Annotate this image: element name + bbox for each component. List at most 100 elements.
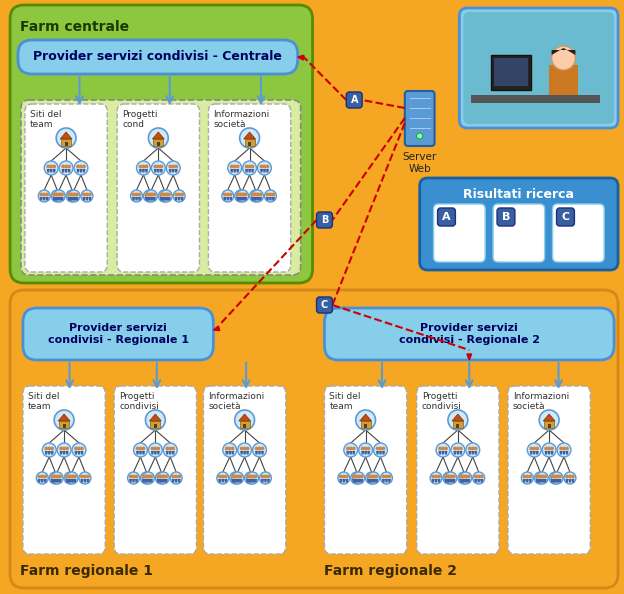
Polygon shape (241, 197, 244, 201)
Polygon shape (343, 479, 345, 482)
Text: Provider servizi
condivisi - Regionale 2: Provider servizi condivisi - Regionale 2 (399, 323, 540, 345)
Circle shape (448, 475, 450, 478)
Circle shape (263, 165, 266, 168)
Circle shape (165, 193, 167, 195)
Polygon shape (166, 197, 168, 201)
Circle shape (559, 475, 561, 478)
Polygon shape (45, 451, 48, 454)
Circle shape (539, 410, 559, 430)
Polygon shape (239, 479, 242, 482)
Circle shape (45, 447, 47, 450)
Polygon shape (136, 451, 139, 454)
Polygon shape (132, 479, 135, 482)
Polygon shape (456, 451, 459, 454)
Polygon shape (85, 197, 89, 201)
Circle shape (134, 443, 147, 457)
Circle shape (232, 472, 243, 484)
Text: C: C (562, 212, 570, 222)
Bar (243, 424, 246, 428)
Polygon shape (67, 479, 71, 482)
Circle shape (57, 443, 71, 457)
Circle shape (222, 475, 224, 478)
Text: Provider servizi condivisi - Centrale: Provider servizi condivisi - Centrale (34, 50, 282, 64)
Circle shape (549, 472, 561, 484)
FancyBboxPatch shape (417, 386, 499, 554)
Circle shape (269, 193, 271, 195)
Polygon shape (51, 479, 54, 482)
Polygon shape (373, 479, 376, 482)
Circle shape (233, 165, 236, 168)
Polygon shape (565, 479, 568, 482)
Polygon shape (253, 197, 256, 201)
Polygon shape (62, 169, 65, 172)
Circle shape (144, 475, 147, 478)
Text: A: A (442, 212, 451, 222)
Polygon shape (69, 479, 72, 482)
Polygon shape (139, 169, 142, 172)
Circle shape (38, 190, 50, 202)
FancyBboxPatch shape (508, 386, 590, 554)
Circle shape (563, 447, 565, 450)
Circle shape (521, 472, 534, 484)
Text: Farm centrale: Farm centrale (20, 20, 129, 34)
Polygon shape (57, 479, 60, 482)
FancyBboxPatch shape (324, 308, 614, 360)
Polygon shape (150, 197, 153, 201)
Polygon shape (245, 169, 248, 172)
Bar (61, 139, 71, 146)
Polygon shape (452, 414, 464, 421)
Polygon shape (218, 479, 222, 482)
Polygon shape (359, 414, 371, 421)
Circle shape (230, 472, 241, 484)
Circle shape (175, 475, 177, 478)
FancyBboxPatch shape (324, 386, 407, 554)
Polygon shape (252, 479, 255, 482)
Circle shape (251, 475, 254, 478)
Circle shape (238, 443, 251, 457)
Polygon shape (243, 451, 246, 454)
Polygon shape (225, 451, 228, 454)
Circle shape (252, 475, 255, 478)
Polygon shape (175, 169, 178, 172)
Circle shape (548, 447, 550, 450)
Circle shape (64, 472, 76, 484)
Circle shape (160, 165, 162, 168)
Circle shape (351, 472, 363, 484)
Circle shape (53, 165, 56, 168)
Circle shape (458, 472, 470, 484)
Polygon shape (474, 479, 477, 482)
Text: B: B (321, 215, 328, 225)
Circle shape (175, 193, 177, 195)
FancyBboxPatch shape (316, 297, 333, 313)
Circle shape (564, 472, 576, 484)
Polygon shape (232, 479, 234, 482)
Polygon shape (55, 197, 57, 201)
Circle shape (142, 165, 145, 168)
Polygon shape (477, 479, 480, 482)
Polygon shape (264, 479, 267, 482)
FancyBboxPatch shape (117, 104, 200, 272)
Circle shape (246, 447, 249, 450)
Polygon shape (40, 197, 43, 201)
Circle shape (480, 475, 483, 478)
Polygon shape (160, 169, 163, 172)
Circle shape (130, 190, 142, 202)
Polygon shape (550, 479, 553, 482)
Polygon shape (72, 479, 74, 482)
Circle shape (46, 193, 49, 195)
Polygon shape (543, 414, 555, 421)
Circle shape (145, 193, 148, 195)
Text: Siti del
team: Siti del team (28, 392, 59, 412)
Text: Informazioni
società: Informazioni società (513, 392, 569, 412)
Polygon shape (60, 451, 62, 454)
Polygon shape (375, 479, 378, 482)
Circle shape (536, 472, 548, 484)
Polygon shape (157, 479, 160, 482)
Polygon shape (382, 479, 385, 482)
Polygon shape (172, 451, 175, 454)
Circle shape (135, 475, 138, 478)
Polygon shape (74, 451, 77, 454)
Circle shape (56, 128, 76, 148)
Circle shape (368, 447, 370, 450)
Circle shape (170, 472, 182, 484)
